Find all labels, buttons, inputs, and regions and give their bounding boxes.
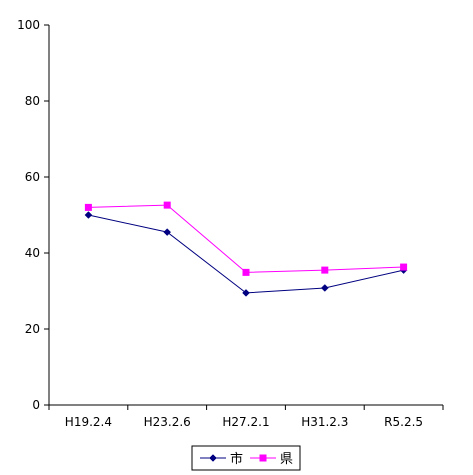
legend: 市県 (191, 445, 301, 471)
legend-item: 県 (250, 452, 293, 467)
series-line (88, 214, 404, 294)
data-point (242, 268, 250, 276)
series-0 (84, 211, 408, 297)
x-axis-ticks: H19.2.4 H23.2.6 H27.2.1 H31.2.3 R5.2.5 (48, 405, 444, 429)
y-axis-ticks: 0 20 40 60 80 100 (17, 18, 49, 412)
legend-marker (209, 454, 217, 462)
data-point (242, 289, 250, 297)
x-tick-label: R5.2.5 (384, 415, 423, 429)
y-tick-label: 20 (25, 322, 40, 336)
x-tick-label: H31.2.3 (301, 415, 348, 429)
x-tick-label: H23.2.6 (144, 415, 191, 429)
axes (48, 25, 443, 406)
data-point (163, 201, 171, 209)
x-tick-label: H19.2.4 (65, 415, 112, 429)
legend-item: 市 (200, 451, 243, 467)
x-tick-label: H27.2.1 (222, 415, 269, 429)
y-tick-label: 40 (25, 246, 40, 260)
series-1 (84, 201, 408, 276)
data-point (321, 266, 329, 274)
legend-label: 市 (230, 451, 243, 467)
legend-marker (259, 454, 267, 462)
data-point (163, 228, 172, 236)
data-point (84, 203, 92, 211)
data-point (84, 211, 93, 219)
y-tick-label: 80 (25, 94, 40, 108)
y-tick-label: 0 (32, 398, 40, 412)
data-point (400, 263, 408, 271)
y-tick-label: 60 (25, 170, 40, 184)
series-line (88, 204, 404, 273)
legend-label: 県 (280, 452, 293, 467)
data-point (320, 284, 329, 292)
series-group (84, 201, 408, 297)
y-tick-label: 100 (17, 18, 40, 32)
